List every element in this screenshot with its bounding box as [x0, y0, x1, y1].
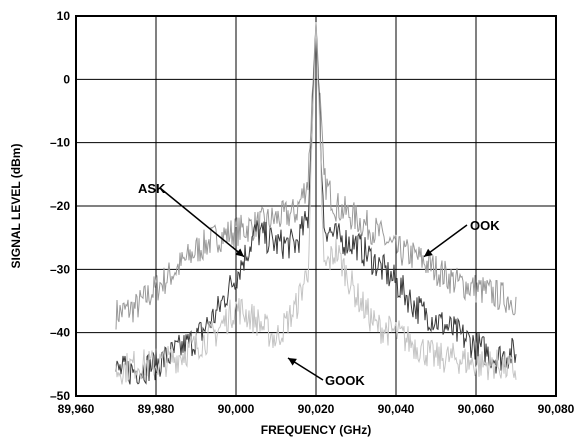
- annotation-ook-label: OOK: [470, 218, 500, 233]
- annotation-ook-arrowhead: [424, 248, 433, 257]
- series-gook-line: [115, 22, 517, 385]
- y-tick-label: –50: [50, 389, 70, 403]
- x-tick-label: 90,040: [378, 402, 415, 416]
- annotations: ASK OOK GOOK: [138, 181, 500, 388]
- x-tick-label: 90,020: [298, 402, 335, 416]
- x-tick-label: 90,080: [538, 402, 575, 416]
- x-tick-label: 89,980: [138, 402, 175, 416]
- annotation-ask-label: ASK: [138, 181, 166, 196]
- annotation-gook-arrowhead: [288, 358, 297, 366]
- y-tick-label: 10: [57, 9, 71, 23]
- annotation-ask-arrow: [159, 187, 245, 258]
- annotation-ook-arrow: [423, 224, 468, 258]
- x-tick-label: 89,960: [58, 402, 95, 416]
- y-tick-label: –10: [50, 136, 70, 150]
- x-axis-title: FREQUENCY (GHz): [261, 423, 371, 437]
- x-tick-label: 90,060: [458, 402, 495, 416]
- annotation-ask-arrowhead: [235, 248, 244, 257]
- plot-frame: [75, 15, 557, 397]
- y-axis-title: SIGNAL LEVEL (dBm): [9, 144, 23, 269]
- annotation-gook-label: GOOK: [325, 373, 365, 388]
- y-tick-label: –30: [50, 262, 70, 276]
- y-tick-labels: –50 –40 –30 –20 –10 0 10: [50, 9, 70, 403]
- y-tick-label: 0: [63, 72, 70, 86]
- x-tick-label: 90,000: [218, 402, 255, 416]
- y-tick-label: –20: [50, 199, 70, 213]
- y-tick-label: –40: [50, 326, 70, 340]
- series-layer: [115, 22, 517, 385]
- x-tick-labels: 89,960 89,980 90,000 90,020 90,040 90,060 90,0…: [58, 402, 575, 416]
